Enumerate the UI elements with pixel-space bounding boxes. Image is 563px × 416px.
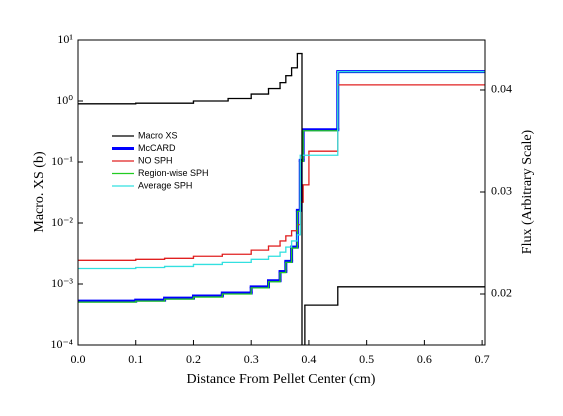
- y-tick-label: 10⁻⁴: [50, 337, 73, 351]
- y2-tick-label: 0.04: [491, 82, 512, 96]
- series: [78, 52, 485, 345]
- x-tick-label: 0.4: [301, 352, 316, 366]
- y-tick-label: 10⁰: [56, 93, 73, 107]
- legend-label: Macro XS: [138, 130, 178, 140]
- x-tick-label: 0.3: [244, 352, 259, 366]
- y-tick-label: 10⁻²: [51, 215, 73, 229]
- legend-label: Region-wise SPH: [138, 168, 209, 178]
- x-tick-label: 0.1: [128, 352, 143, 366]
- x-tick-label: 0.5: [359, 352, 374, 366]
- series: [78, 70, 485, 270]
- y-tick-label: 10⁻³: [51, 276, 73, 290]
- legend-label: NO SPH: [138, 155, 173, 165]
- legend-label: Average SPH: [138, 180, 192, 190]
- legend-label: McCARD: [138, 143, 176, 153]
- y-tick-label: 10⁻¹: [51, 154, 73, 168]
- x-axis-title: Distance From Pellet Center (cm): [187, 372, 376, 387]
- y2-tick-label: 0.02: [491, 286, 512, 300]
- plot-frame: [77, 39, 486, 346]
- y-axis-title: Macro. XS (b): [32, 151, 47, 233]
- x-tick-label: 0.7: [475, 352, 490, 366]
- y2-axis-title: Flux (Arbitrary Scale): [520, 129, 535, 254]
- y2-tick-label: 0.03: [491, 184, 512, 198]
- y-tick-label: 10¹: [57, 32, 73, 46]
- x-tick-label: 0.6: [417, 352, 432, 366]
- plot-area: [78, 52, 485, 345]
- x-tick-label: 0.0: [71, 352, 86, 366]
- x-tick-label: 0.2: [186, 352, 201, 366]
- legend: McCARD NO SPH Region-wise SPH Average SPH Ma…: [112, 130, 209, 190]
